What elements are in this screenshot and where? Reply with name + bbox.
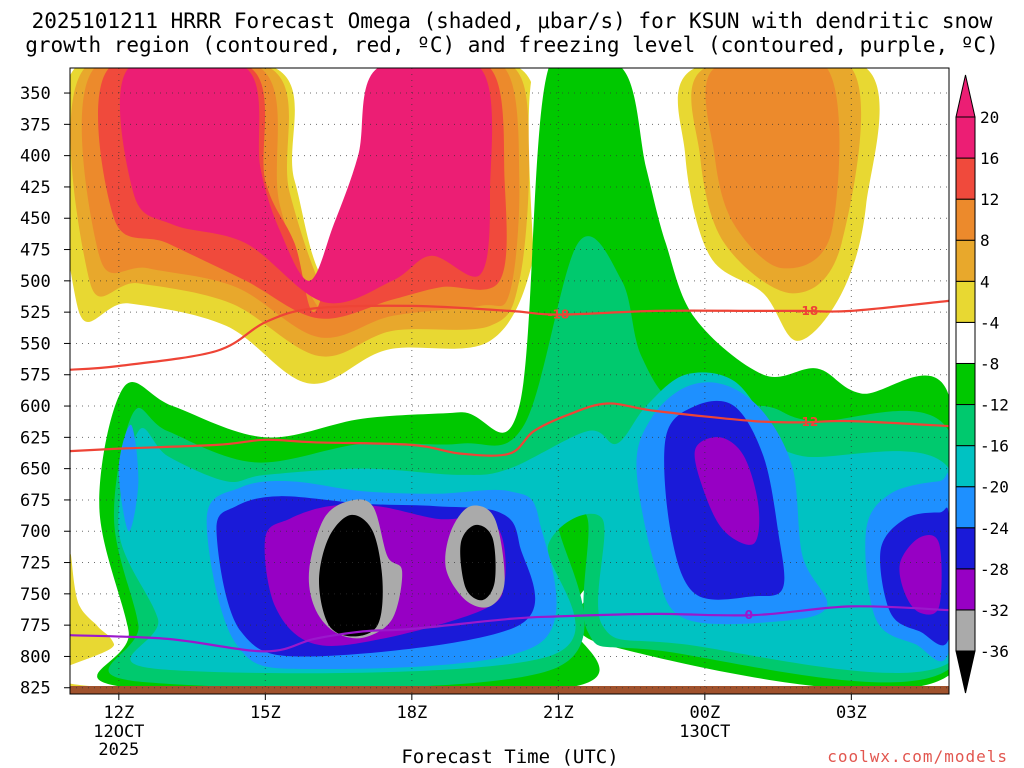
colorbar-label-13: 20 bbox=[980, 108, 999, 127]
xtick-label-18Z: 18Z bbox=[396, 703, 427, 723]
colorbar-label-5: -16 bbox=[980, 437, 1009, 456]
omega-region-26 bbox=[460, 524, 496, 601]
colorbar-bin-12 bbox=[955, 116, 976, 159]
gridlines bbox=[70, 68, 949, 694]
colorbar-bin-6 bbox=[955, 362, 976, 406]
ytick-label-450: 450 bbox=[20, 209, 51, 229]
colorbar-bin-1 bbox=[955, 568, 976, 611]
colorbar-bin-9 bbox=[955, 239, 976, 282]
chart-title-line2: growth region (contoured, red, ºC) and f… bbox=[25, 33, 999, 57]
ytick-label-700: 700 bbox=[20, 522, 51, 542]
colorbar-label-10: 8 bbox=[980, 231, 990, 250]
colorbar-bin-4 bbox=[955, 445, 976, 488]
colorbar-label-6: -12 bbox=[980, 396, 1009, 415]
ytick-label-650: 650 bbox=[20, 460, 51, 480]
plot-frame bbox=[69, 67, 950, 695]
ytick-label-375: 375 bbox=[20, 115, 51, 135]
colorbar-label-8: -4 bbox=[980, 313, 999, 332]
xtick-sublabel-00Z-0: 13OCT bbox=[679, 722, 730, 742]
ytick-label-825: 825 bbox=[20, 679, 51, 699]
site-credit: coolwx.com/models bbox=[827, 747, 1008, 766]
colorbar-label-2: -28 bbox=[980, 560, 1009, 579]
colorbar-label-0: -36 bbox=[980, 642, 1009, 661]
colorbar-bin-0 bbox=[955, 609, 976, 652]
ytick-label-675: 675 bbox=[20, 491, 51, 511]
colorbar-label-3: -24 bbox=[980, 519, 1009, 538]
ytick-label-350: 350 bbox=[20, 84, 51, 104]
terrain-strip bbox=[70, 686, 949, 694]
chart-title-line1: 2025101211 HRRR Forecast Omega (shaded, … bbox=[31, 9, 993, 33]
colorbar-label-9: 4 bbox=[980, 272, 990, 291]
freezing-level-contour-label-0: 0 bbox=[745, 608, 753, 622]
xtick-label-21Z: 21Z bbox=[543, 703, 574, 723]
contours: -18 -18 -12 0 bbox=[70, 299, 949, 653]
x-axis-title: Forecast Time (UTC) bbox=[401, 746, 619, 768]
ytick-label-725: 725 bbox=[20, 554, 51, 574]
xtick-sublabel-12Z-0: 12OCT bbox=[93, 722, 144, 742]
omega-region-6 bbox=[705, 68, 840, 269]
ytick-label-425: 425 bbox=[20, 178, 51, 198]
dgz-contour-minus12 bbox=[70, 402, 949, 457]
omega-region-22 bbox=[899, 535, 942, 615]
ytick-label-575: 575 bbox=[20, 366, 51, 386]
ytick-label-400: 400 bbox=[20, 147, 51, 167]
colorbar-bin-8 bbox=[955, 280, 976, 323]
xtick-label-00Z: 00Z bbox=[689, 703, 720, 723]
ytick-label-775: 775 bbox=[20, 616, 51, 636]
omega-shading bbox=[70, 68, 949, 694]
colorbar-bin-3 bbox=[955, 486, 976, 529]
ytick-label-750: 750 bbox=[20, 585, 51, 605]
colorbar-label-11: 12 bbox=[980, 190, 999, 209]
ytick-label-600: 600 bbox=[20, 397, 51, 417]
xtick-label-03Z: 03Z bbox=[836, 703, 867, 723]
colorbar-bin-11 bbox=[955, 157, 976, 200]
colorbar-label-12: 16 bbox=[980, 149, 999, 168]
xtick-label-12Z: 12Z bbox=[103, 703, 134, 723]
colorbar-bin-7 bbox=[955, 321, 976, 364]
colorbar: -36 -32 -28 -24 -20 -16 -12 -8 -4 4 8 12 16 20 bbox=[955, 74, 1009, 694]
colorbar-bin-5 bbox=[955, 404, 976, 447]
ytick-label-500: 500 bbox=[20, 272, 51, 292]
ytick-label-475: 475 bbox=[20, 241, 51, 261]
freezing-level-contour bbox=[70, 605, 949, 653]
dgz-contour-minus18 bbox=[70, 299, 949, 371]
omega-region-25 bbox=[319, 514, 383, 637]
dgz-contour-minus12-label-0: -12 bbox=[797, 415, 819, 429]
colorbar-bin-2 bbox=[955, 527, 976, 570]
y-axis: 350 375 400 425 450 475 500 525 550 575 600 625 650 6… bbox=[20, 84, 70, 699]
dgz-contour-minus18-label-0: -18 bbox=[547, 308, 569, 322]
omega-region-8 bbox=[119, 68, 493, 304]
colorbar-label-1: -32 bbox=[980, 601, 1009, 620]
xtick-sublabel-12Z-1: 2025 bbox=[98, 740, 139, 760]
omega-region-16 bbox=[118, 424, 139, 532]
xtick-label-15Z: 15Z bbox=[250, 703, 281, 723]
colorbar-label-4: -20 bbox=[980, 478, 1009, 497]
colorbar-over-triangle bbox=[955, 74, 976, 118]
ytick-label-625: 625 bbox=[20, 428, 51, 448]
ytick-label-525: 525 bbox=[20, 303, 51, 323]
ytick-label-550: 550 bbox=[20, 334, 51, 354]
colorbar-label-7: -8 bbox=[980, 354, 999, 373]
ytick-label-800: 800 bbox=[20, 647, 51, 667]
dgz-contour-minus18-label-1: -18 bbox=[797, 304, 819, 318]
omega-region-21 bbox=[694, 437, 760, 545]
colorbar-bin-10 bbox=[955, 198, 976, 241]
colorbar-under-triangle bbox=[955, 650, 976, 694]
